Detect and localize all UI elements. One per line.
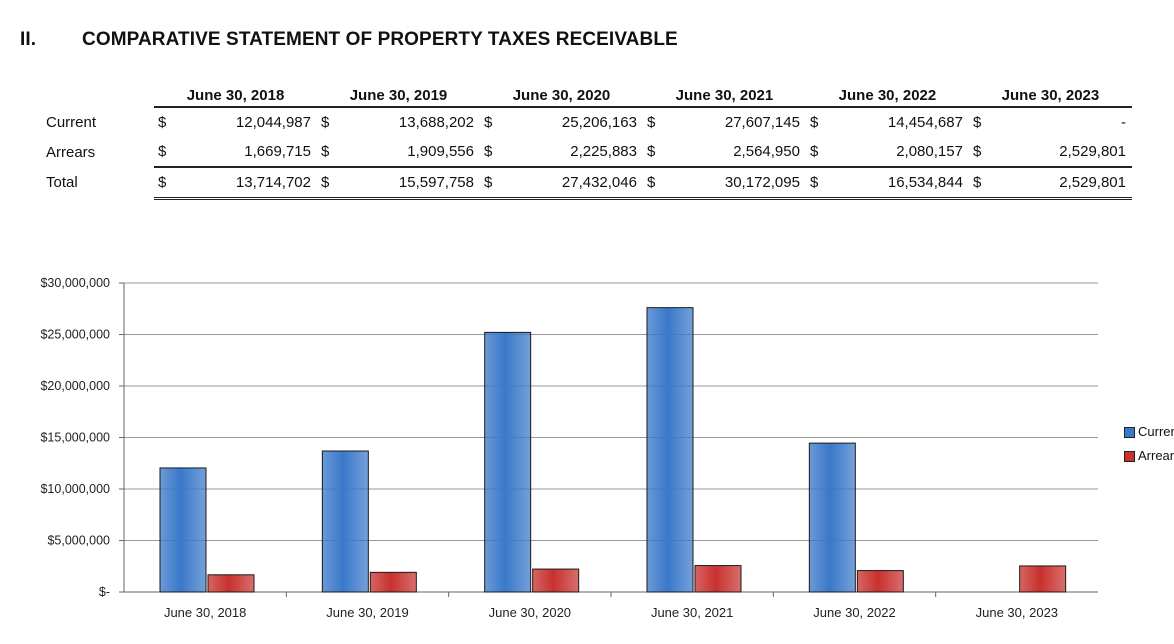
currency-symbol: $ xyxy=(321,114,330,131)
currency-symbol: $ xyxy=(483,114,493,131)
currency-symbol: $ xyxy=(317,166,340,200)
currency-symbol: $ xyxy=(809,143,819,160)
x-tick-label: June 30, 2022 xyxy=(813,605,895,620)
currency-symbol: $ xyxy=(154,166,177,200)
y-tick-label: $20,000,000 xyxy=(40,379,110,393)
currency-symbol: $ xyxy=(158,143,167,160)
currency-symbol: $ xyxy=(642,166,666,200)
table-cell: 14,454,687 xyxy=(887,114,963,131)
table-cell: 2,529,801 xyxy=(1059,143,1126,160)
property-taxes-bar-chart: $- $5,000,000 $10,000,000 $15,000,000 $20,00… xyxy=(40,276,1098,620)
column-header-2020: June 30, 2020 xyxy=(479,84,643,108)
legend-item-current: Current xyxy=(1124,424,1174,440)
bar-arrears-5 xyxy=(1019,565,1067,593)
y-tick-label: $- xyxy=(99,585,110,599)
property-taxes-table: June 30, 2018 June 30, 2019 June 30, 202… xyxy=(42,84,1132,200)
legend-label-current: Current xyxy=(1138,424,1174,439)
table-header-row: June 30, 2018 June 30, 2019 June 30, 202… xyxy=(42,84,1132,108)
table-cell: 16,534,844 xyxy=(828,166,969,200)
row-label-current: Current xyxy=(46,113,97,131)
table-cell: 30,172,095 xyxy=(665,166,806,200)
y-tick-label: $15,000,000 xyxy=(40,431,110,445)
bar-arrears-0 xyxy=(207,574,255,593)
section-number: II. xyxy=(20,29,37,50)
x-tick-label: June 30, 2020 xyxy=(489,605,571,620)
table-cell: 2,225,883 xyxy=(570,143,637,160)
y-tick-label: $25,000,000 xyxy=(40,328,110,342)
table-row-arrears: Arrears $ 1,669,715 $ 1,909,556 $ 2,225,… xyxy=(42,137,1132,167)
table-cell: 2,080,157 xyxy=(896,143,963,160)
x-tick-label: June 30, 2018 xyxy=(164,605,246,620)
currency-symbol: $ xyxy=(968,166,992,200)
table-cell: 15,597,758 xyxy=(339,166,480,200)
bar-arrears-4 xyxy=(856,570,904,593)
legend-swatch-current xyxy=(1124,427,1135,439)
x-tick-label: June 30, 2023 xyxy=(976,605,1058,620)
currency-symbol: $ xyxy=(972,114,982,131)
legend-item-arrears: Arrears xyxy=(1124,448,1174,464)
currency-symbol: $ xyxy=(483,143,493,160)
table-cell: 27,607,145 xyxy=(724,114,800,131)
column-header-2022: June 30, 2022 xyxy=(805,84,969,108)
bar-arrears-2 xyxy=(532,568,580,593)
y-tick-label: $30,000,000 xyxy=(40,276,110,290)
table-cell: 13,714,702 xyxy=(176,166,317,200)
currency-symbol: $ xyxy=(321,143,330,160)
currency-symbol: $ xyxy=(479,166,503,200)
table-cell: 1,909,556 xyxy=(407,143,474,160)
currency-symbol: $ xyxy=(646,143,656,160)
table-row-total: Total $ 13,714,702 $ 15,597,758 $ 27,432… xyxy=(42,166,1132,200)
bar-arrears-1 xyxy=(369,571,417,593)
table-cell: 27,432,046 xyxy=(502,166,643,200)
column-header-2023: June 30, 2023 xyxy=(968,84,1132,108)
x-tick-label: June 30, 2021 xyxy=(651,605,733,620)
currency-symbol: $ xyxy=(158,114,167,131)
table-corner-cell xyxy=(42,84,154,107)
legend-swatch-arrears xyxy=(1124,451,1135,463)
bar-current-4 xyxy=(808,442,856,593)
bar-current-2 xyxy=(484,331,532,593)
column-header-2018: June 30, 2018 xyxy=(154,84,317,108)
currency-symbol: $ xyxy=(646,114,656,131)
table-cell: 1,669,715 xyxy=(244,143,311,160)
table-cell: 25,206,163 xyxy=(561,114,637,131)
y-tick-label: $10,000,000 xyxy=(40,482,110,496)
x-tick-label: June 30, 2019 xyxy=(326,605,408,620)
currency-symbol: $ xyxy=(972,143,982,160)
bar-current-0 xyxy=(159,467,207,593)
table-cell: 13,688,202 xyxy=(398,114,474,131)
table-cell: - xyxy=(1121,114,1126,131)
table-row-current: Current $ 12,044,987 $ 13,688,202 $ 25,2… xyxy=(42,107,1132,137)
bar-current-1 xyxy=(321,450,369,593)
column-header-2021: June 30, 2021 xyxy=(642,84,806,108)
table-cell: 12,044,987 xyxy=(235,114,311,131)
bar-arrears-3 xyxy=(694,565,742,593)
table-cell: 2,564,950 xyxy=(733,143,800,160)
table-cell: 2,529,801 xyxy=(991,166,1132,200)
y-tick-label: $5,000,000 xyxy=(47,534,110,548)
legend-label-arrears: Arrears xyxy=(1138,448,1174,463)
row-label-total: Total xyxy=(46,174,78,192)
bar-current-3 xyxy=(646,307,694,593)
row-label-arrears: Arrears xyxy=(46,143,96,161)
currency-symbol: $ xyxy=(809,114,819,131)
currency-symbol: $ xyxy=(805,166,829,200)
column-header-2019: June 30, 2019 xyxy=(317,84,480,108)
section-title: COMPARATIVE STATEMENT OF PROPERTY TAXES … xyxy=(82,29,678,50)
